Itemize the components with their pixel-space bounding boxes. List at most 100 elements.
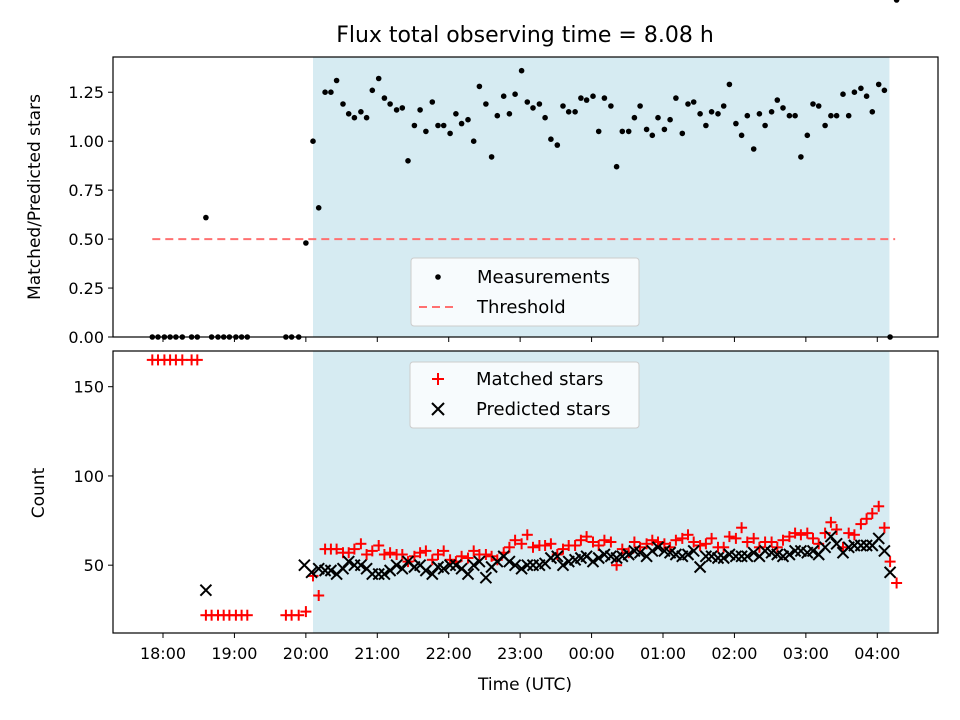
matched-star-point — [462, 552, 474, 564]
predicted-star-point — [622, 548, 635, 561]
matched-star-point — [884, 556, 896, 568]
matched-star-point — [414, 547, 426, 559]
matched-star-point — [384, 547, 396, 559]
measurement-points — [149, 0, 900, 340]
measurement-point — [858, 85, 864, 92]
predicted-star-point — [824, 530, 838, 543]
measurement-point — [447, 130, 453, 137]
measurement-point — [358, 109, 364, 115]
measurement-point — [548, 136, 554, 142]
predicted-star-point — [830, 537, 843, 551]
measurement-point — [608, 103, 614, 109]
measurement-point — [845, 112, 852, 119]
measurement-point — [762, 122, 768, 129]
bottom-panel: 50 100 150 18:00 19:00 20:00 21:00 22:00 23:00 0… — [29, 350, 939, 695]
matched-star-point — [527, 541, 539, 553]
top-y-tick-label: 1.00 — [68, 132, 104, 151]
measurement-point — [828, 112, 834, 119]
legend-measurements-marker — [435, 274, 441, 280]
measurement-point — [780, 105, 786, 111]
measurement-point — [560, 103, 566, 109]
top-y-tick-label: 0.75 — [68, 181, 104, 200]
matched-star-point — [468, 545, 480, 557]
matched-star-point — [241, 609, 253, 621]
matched-star-point — [783, 531, 795, 543]
measurement-point — [458, 120, 465, 127]
legend-matched-marker — [432, 373, 444, 385]
predicted-star-point — [681, 548, 695, 561]
measurement-point — [798, 154, 804, 160]
predicted-star-point — [390, 558, 403, 572]
bottom-x-ticks: 18:00 19:00 20:00 21:00 22:00 23:00 00:00 01:00… — [140, 633, 900, 663]
matched-star-point — [634, 541, 646, 553]
measurement-point — [703, 122, 709, 129]
legend-measurements-label: Measurements — [477, 267, 610, 288]
predicted-star-point — [503, 555, 516, 568]
measurement-point — [625, 128, 632, 135]
measurement-point — [470, 138, 477, 144]
predicted-star-point — [592, 551, 605, 565]
measurement-point — [590, 93, 596, 99]
matched-star-point — [420, 545, 432, 557]
measurement-point — [387, 101, 393, 107]
measurement-point — [673, 95, 679, 101]
measurement-point — [429, 99, 436, 105]
predicted-star-point — [586, 555, 600, 568]
measurement-point — [667, 116, 673, 123]
top-y-ticks: 0.00 0.25 0.50 0.75 1.00 1.25 — [68, 83, 113, 347]
matched-star-point — [628, 536, 640, 548]
predicted-star-point — [378, 567, 391, 581]
bottom-legend: Matched stars Predicted stars — [409, 361, 640, 429]
measurement-point — [536, 101, 543, 107]
predicted-star-point — [651, 541, 665, 554]
measurement-point — [578, 95, 584, 101]
predicted-star-point — [872, 532, 885, 545]
predicted-star-point — [717, 551, 730, 565]
x-tick-label: 02:00 — [711, 644, 757, 663]
predicted-star-point — [788, 544, 802, 558]
predicted-star-point — [741, 550, 754, 563]
matched-star-point — [569, 540, 581, 551]
matched-star-point — [191, 354, 203, 366]
matched-star-point — [831, 524, 843, 535]
predicted-star-point — [342, 555, 355, 568]
matched-star-point — [539, 540, 551, 551]
measurement-point — [851, 89, 858, 95]
matched-star-point — [361, 549, 373, 560]
measurement-point — [453, 111, 459, 117]
x-tick-label: 20:00 — [283, 644, 329, 663]
matched-star-point — [730, 532, 742, 544]
predicted-star-point — [479, 571, 493, 584]
measurement-point — [768, 109, 775, 115]
top-legend-box — [410, 257, 640, 327]
matched-star-point — [866, 507, 878, 519]
matched-star-point — [723, 531, 735, 543]
measurement-point — [637, 103, 643, 109]
bottom-y-axis-label: Count — [29, 467, 49, 518]
top-y-tick-label: 0.50 — [68, 230, 104, 249]
measurement-point — [572, 109, 578, 115]
matched-star-point — [736, 522, 748, 534]
matched-star-point — [432, 549, 444, 560]
matched-star-point — [587, 536, 599, 548]
measurement-point — [435, 122, 441, 129]
measurement-point — [733, 120, 739, 127]
measurement-point — [476, 83, 483, 90]
bottom-legend-box — [409, 361, 640, 429]
x-tick-label: 21:00 — [354, 644, 400, 663]
measurement-point — [756, 111, 763, 117]
predicted-star-point — [551, 550, 564, 563]
matched-star-point — [444, 554, 456, 566]
measurement-point — [530, 105, 536, 111]
predicted-star-point — [521, 558, 534, 572]
predicted-star-point — [508, 558, 522, 572]
predicted-star-point — [693, 560, 707, 574]
measurement-point — [322, 89, 328, 95]
measurement-point — [661, 126, 668, 133]
predicted-stars-points — [199, 530, 897, 597]
measurement-point — [483, 101, 489, 107]
predicted-star-point — [556, 558, 570, 572]
measurement-point — [786, 112, 793, 119]
measurement-point — [518, 67, 525, 74]
